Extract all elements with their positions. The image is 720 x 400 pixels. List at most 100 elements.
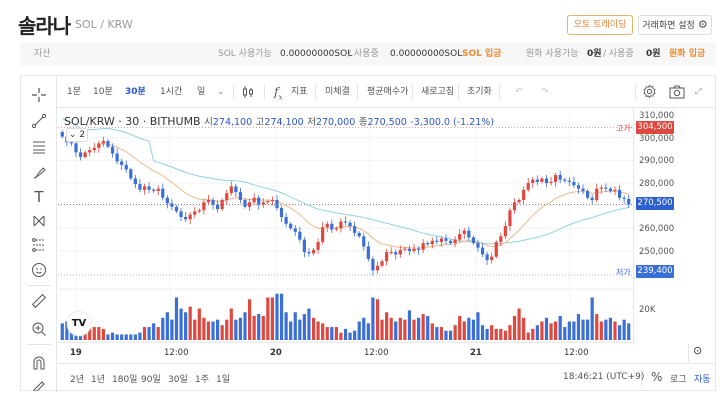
collapse-count: 2 bbox=[79, 130, 86, 140]
log-toggle[interactable]: 로그 bbox=[670, 375, 687, 385]
time-axis[interactable]: 19 12:00 20 12:00 21 12:00 ⊙ bbox=[58, 342, 702, 362]
undo-icon[interactable]: ↶ bbox=[515, 87, 523, 97]
page-title: 솔라나 bbox=[18, 14, 71, 38]
low-marker-label: 저가 bbox=[616, 268, 631, 277]
close-value: 270,500 bbox=[367, 117, 407, 128]
krw-available-label: 원화 사용가능 bbox=[526, 49, 579, 59]
interval-1m[interactable]: 1분 bbox=[67, 87, 82, 97]
text-icon[interactable]: T bbox=[34, 188, 44, 206]
toolbar-divider bbox=[412, 85, 413, 99]
range-90d[interactable]: 90일 bbox=[141, 375, 161, 385]
candlestick-icon[interactable] bbox=[241, 76, 255, 108]
interval-day[interactable]: 일 bbox=[197, 87, 206, 97]
scale-settings-icon[interactable]: ⊙ bbox=[688, 344, 706, 362]
legend-collapse-button[interactable]: ⌄ 2 bbox=[66, 128, 88, 142]
toolbar-divider bbox=[499, 85, 500, 99]
asset-bar: 자산 SOL 사용가능 0.00000000SOL / 사용중 0.000000… bbox=[20, 42, 716, 66]
crosshair-icon[interactable] bbox=[27, 84, 51, 106]
price-tick: 310,000 bbox=[639, 111, 675, 121]
percent-toggle[interactable]: % bbox=[651, 370, 663, 384]
high-marker-label: 고가 bbox=[616, 124, 631, 133]
sol-in-use-value: 0.00000000SOL bbox=[390, 49, 463, 59]
reset-button[interactable]: 초기화 bbox=[467, 87, 492, 97]
low-value: 270,000 bbox=[315, 117, 356, 128]
ohlc-info-line: SOL/KRW · 30 · BITHUMB 시274,100 고274,100… bbox=[64, 114, 494, 128]
range-180d[interactable]: 180일 bbox=[112, 375, 138, 385]
price-tick: 250,000 bbox=[639, 247, 675, 257]
interval-30m[interactable]: 30분 bbox=[125, 87, 146, 97]
time-tick: 12:00 bbox=[364, 348, 389, 358]
chart-container: T 1분 10분 30분 1시간 일 ⌄ fx 지표 미체결 평균매수가 새로고… bbox=[20, 75, 716, 392]
volume-tick: 20K bbox=[639, 305, 656, 315]
refresh-button[interactable]: 새로고침 bbox=[421, 87, 455, 97]
sol-deposit-link[interactable]: SOL 입금 bbox=[462, 49, 502, 59]
parallel-lines-icon[interactable] bbox=[27, 136, 51, 158]
interval-1h[interactable]: 1시간 bbox=[160, 87, 183, 97]
chart-toolbar: 1분 10분 30분 1시간 일 ⌄ fx 지표 미체결 평균매수가 새로고침 … bbox=[57, 76, 715, 108]
price-tick: 290,000 bbox=[639, 156, 675, 166]
trade-screen-settings-button[interactable]: 거래화면 설정 ⚙ bbox=[638, 15, 712, 35]
low-label: 저 bbox=[307, 117, 316, 128]
pair-subtitle: SOL / KRW bbox=[75, 18, 133, 31]
range-30d[interactable]: 30일 bbox=[168, 375, 188, 385]
fullscreen-icon[interactable]: ⤢ bbox=[695, 87, 702, 96]
drawing-toolbar: T bbox=[21, 76, 57, 392]
range-bar: 2년 1년 180일 90일 30일 1주 1일 18:46:21 (UTC+9… bbox=[58, 363, 715, 391]
time-tick: 12:00 bbox=[564, 348, 589, 358]
chevron-down-icon[interactable]: ⌄ bbox=[217, 87, 225, 97]
brush-icon[interactable] bbox=[27, 162, 51, 184]
high-price-badge: 304,500 bbox=[636, 121, 674, 134]
toolbar-divider bbox=[264, 85, 265, 99]
avg-price-button[interactable]: 평균매수가 bbox=[367, 87, 409, 97]
krw-deposit-link[interactable]: 원화 입금 bbox=[669, 49, 706, 59]
indicator-button[interactable]: 지표 bbox=[291, 87, 308, 97]
price-chart[interactable] bbox=[58, 109, 633, 342]
auto-trading-button[interactable]: 오토 트레이딩 bbox=[567, 15, 633, 35]
high-label: 고 bbox=[255, 117, 265, 128]
toolbar-divider bbox=[315, 85, 316, 99]
ruler-icon[interactable] bbox=[27, 290, 51, 312]
time-tick: 19 bbox=[70, 348, 82, 358]
clock: 18:46:21 (UTC+9) bbox=[563, 372, 645, 382]
toolbar-divider bbox=[635, 85, 636, 99]
sol-in-use-label: / 사용중 bbox=[348, 49, 379, 59]
asset-label: 자산 bbox=[34, 49, 51, 59]
magnet-icon[interactable] bbox=[27, 352, 51, 374]
krw-in-use-label: / 사용중 bbox=[603, 49, 634, 59]
redo-icon[interactable]: ↷ bbox=[541, 87, 549, 97]
low-price-badge: 239,400 bbox=[636, 265, 674, 278]
range-1y[interactable]: 1년 bbox=[91, 375, 106, 385]
pencil-lock-icon[interactable] bbox=[27, 374, 51, 396]
auto-toggle[interactable]: 자동 bbox=[694, 375, 711, 385]
trendline-icon[interactable] bbox=[27, 110, 51, 132]
time-tick: 20 bbox=[270, 348, 282, 358]
price-axis[interactable]: 310,000 300,000 290,000 280,000 260,000 … bbox=[633, 108, 715, 342]
krw-in-use-value: 0원 bbox=[646, 49, 661, 59]
emoji-icon[interactable] bbox=[27, 259, 51, 281]
price-tick: 280,000 bbox=[639, 179, 675, 189]
unfilled-button[interactable]: 미체결 bbox=[325, 87, 350, 97]
toolbar-divider bbox=[233, 85, 234, 99]
fx-icon[interactable]: fx bbox=[274, 85, 283, 102]
settings-icon[interactable] bbox=[642, 76, 657, 108]
symbol-label: SOL/KRW · 30 · BITHUMB bbox=[64, 115, 201, 128]
price-tick: 260,000 bbox=[639, 224, 675, 234]
time-tick: 12:00 bbox=[164, 348, 189, 358]
range-1d[interactable]: 1일 bbox=[216, 375, 231, 385]
sol-available-label: SOL 사용가능 bbox=[218, 49, 272, 59]
settings-label: 거래화면 설정 bbox=[642, 21, 695, 31]
fib-icon[interactable] bbox=[27, 234, 51, 256]
krw-available-value: 0원 bbox=[587, 49, 602, 59]
toolbar-divider bbox=[458, 85, 459, 99]
range-1w[interactable]: 1주 bbox=[195, 375, 210, 385]
range-2y[interactable]: 2년 bbox=[70, 375, 85, 385]
interval-10m[interactable]: 10분 bbox=[93, 87, 113, 97]
pattern-icon[interactable] bbox=[27, 210, 51, 232]
open-value: 274,100 bbox=[212, 117, 253, 128]
high-value: 274,100 bbox=[264, 117, 304, 128]
tradingview-logo[interactable]: TV bbox=[67, 312, 91, 336]
tool-divider bbox=[27, 285, 51, 286]
sol-available-value: 0.00000000SOL bbox=[280, 49, 353, 59]
zoom-in-icon[interactable] bbox=[27, 318, 51, 340]
camera-icon[interactable] bbox=[669, 76, 685, 108]
